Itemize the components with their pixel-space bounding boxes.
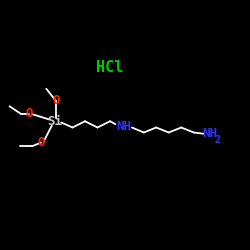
Text: NH: NH: [116, 120, 131, 133]
Text: NH: NH: [202, 127, 218, 140]
Text: HCl: HCl: [96, 60, 124, 75]
Text: O: O: [38, 136, 45, 149]
Text: 2: 2: [214, 135, 220, 145]
Text: Si: Si: [48, 115, 62, 128]
Text: O: O: [25, 107, 32, 120]
Text: O: O: [52, 94, 60, 106]
